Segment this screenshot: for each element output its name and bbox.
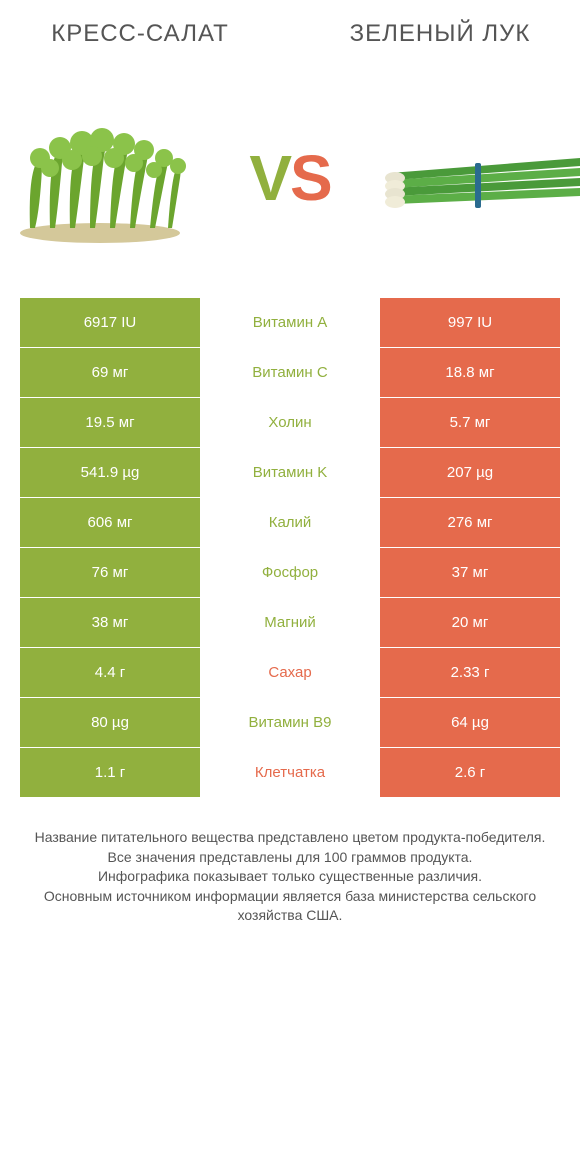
footer-line: Все значения представлены для 100 граммо… [20, 848, 560, 868]
right-value-cell: 2.6 г [380, 748, 560, 797]
right-food-image [380, 108, 580, 248]
right-value-cell: 997 IU [380, 298, 560, 347]
right-value-cell: 2.33 г [380, 648, 560, 697]
table-row: 19.5 мгХолин5.7 мг [20, 398, 560, 448]
left-value-cell: 6917 IU [20, 298, 200, 347]
right-value-cell: 37 мг [380, 548, 560, 597]
left-value-cell: 69 мг [20, 348, 200, 397]
vs-v: V [249, 142, 290, 214]
left-value-cell: 19.5 мг [20, 398, 200, 447]
nutrient-label-cell: Витамин A [200, 298, 380, 347]
cress-icon [0, 108, 200, 248]
footer-line: Инфографика показывает только существенн… [20, 867, 560, 887]
table-row: 541.9 µgВитамин K207 µg [20, 448, 560, 498]
green-onion-icon [380, 118, 580, 238]
table-row: 4.4 гСахар2.33 г [20, 648, 560, 698]
nutrient-label-cell: Клетчатка [200, 748, 380, 797]
left-value-cell: 38 мг [20, 598, 200, 647]
footer-text: Название питательного вещества представл… [0, 798, 580, 926]
left-value-cell: 4.4 г [20, 648, 200, 697]
left-value-cell: 541.9 µg [20, 448, 200, 497]
left-product-title: КРЕСС-САЛАТ [40, 20, 240, 48]
nutrient-label-cell: Холин [200, 398, 380, 447]
nutrient-label-cell: Магний [200, 598, 380, 647]
right-value-cell: 5.7 мг [380, 398, 560, 447]
left-value-cell: 76 мг [20, 548, 200, 597]
vs-s: S [290, 142, 331, 214]
nutrient-label-cell: Витамин K [200, 448, 380, 497]
nutrient-label-cell: Фосфор [200, 548, 380, 597]
right-value-cell: 276 мг [380, 498, 560, 547]
table-row: 76 мгФосфор37 мг [20, 548, 560, 598]
vs-label: VS [249, 141, 330, 215]
nutrient-label-cell: Витамин B9 [200, 698, 380, 747]
nutrient-label-cell: Витамин C [200, 348, 380, 397]
footer-line: Основным источником информации является … [20, 887, 560, 926]
table-row: 1.1 гКлетчатка2.6 г [20, 748, 560, 798]
table-row: 69 мгВитамин C18.8 мг [20, 348, 560, 398]
right-value-cell: 64 µg [380, 698, 560, 747]
comparison-table: 6917 IUВитамин A997 IU69 мгВитамин C18.8… [0, 298, 580, 798]
right-value-cell: 18.8 мг [380, 348, 560, 397]
left-value-cell: 1.1 г [20, 748, 200, 797]
footer-line: Название питательного вещества представл… [20, 828, 560, 848]
table-row: 38 мгМагний20 мг [20, 598, 560, 648]
table-row: 606 мгКалий276 мг [20, 498, 560, 548]
header-row: КРЕСС-САЛАТ ЗЕЛЕНЫЙ ЛУК [0, 0, 580, 58]
right-product-title: ЗЕЛЕНЫЙ ЛУК [340, 20, 540, 48]
nutrient-label-cell: Сахар [200, 648, 380, 697]
image-row: VS [0, 58, 580, 298]
table-row: 80 µgВитамин B964 µg [20, 698, 560, 748]
left-value-cell: 606 мг [20, 498, 200, 547]
left-food-image [0, 108, 200, 248]
left-value-cell: 80 µg [20, 698, 200, 747]
table-row: 6917 IUВитамин A997 IU [20, 298, 560, 348]
nutrient-label-cell: Калий [200, 498, 380, 547]
right-value-cell: 20 мг [380, 598, 560, 647]
right-value-cell: 207 µg [380, 448, 560, 497]
